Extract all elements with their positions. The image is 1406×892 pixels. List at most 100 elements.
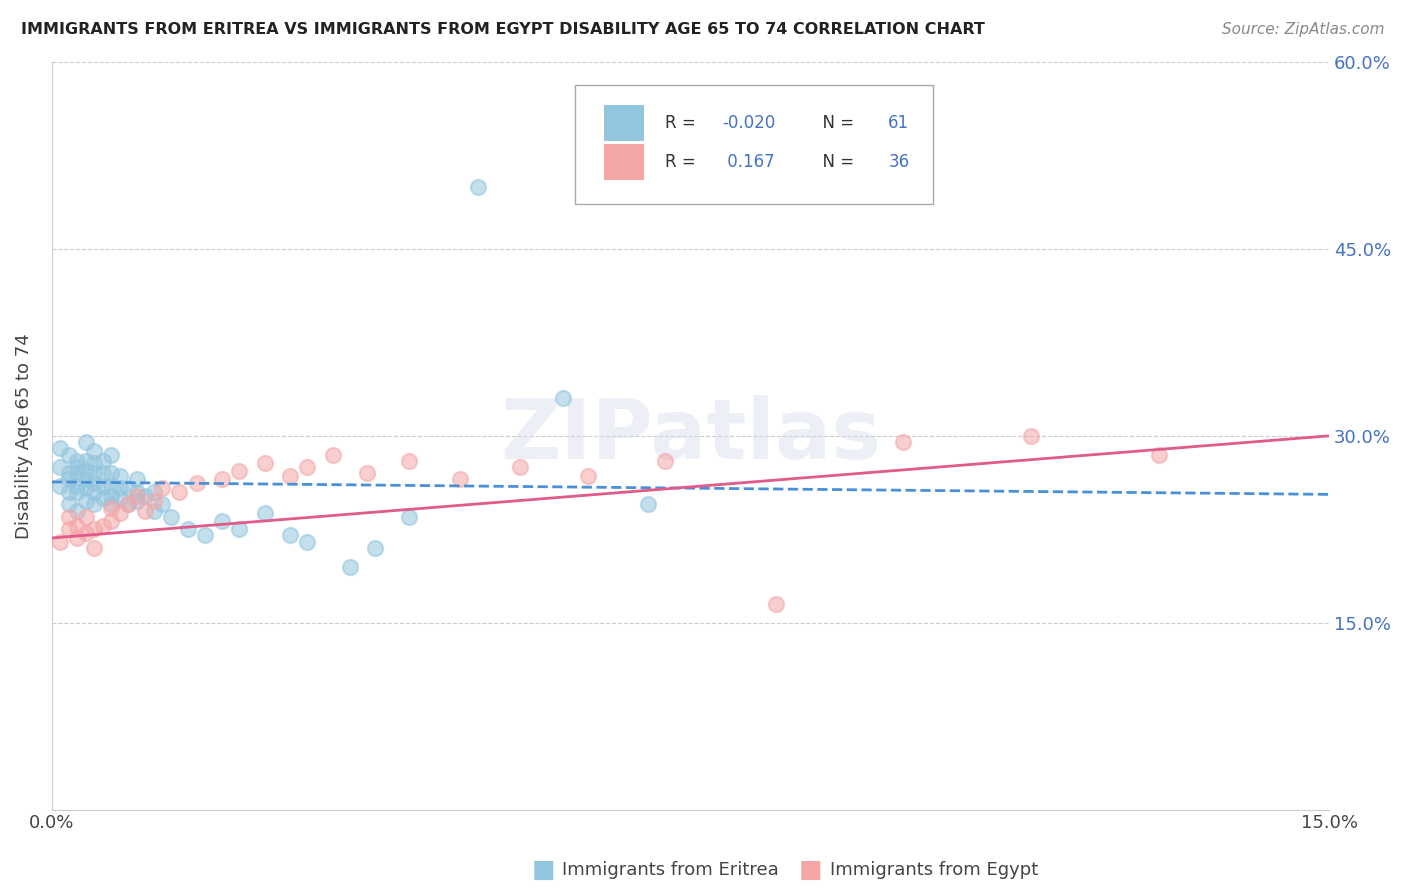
Text: -0.020: -0.020 [723, 113, 776, 132]
Point [211, 514, 233, 528]
Point [228, 464, 250, 478]
Text: 61: 61 [889, 113, 910, 132]
Point [278, 528, 301, 542]
Point [253, 456, 276, 470]
Point [765, 597, 787, 611]
Point [117, 497, 139, 511]
Text: ■: ■ [799, 858, 823, 881]
Point [83, 497, 105, 511]
Point [339, 559, 361, 574]
Text: IMMIGRANTS FROM ERITREA VS IMMIGRANTS FROM EGYPT DISABILITY AGE 65 TO 74 CORRELA: IMMIGRANTS FROM ERITREA VS IMMIGRANTS FR… [21, 22, 986, 37]
Point [100, 478, 122, 492]
Text: R =: R = [665, 153, 700, 171]
Point [125, 484, 148, 499]
Point [83, 484, 105, 499]
Text: ■: ■ [531, 858, 555, 881]
Text: 0.167: 0.167 [723, 153, 775, 171]
Point [398, 454, 420, 468]
Point [83, 476, 105, 491]
Point [75, 526, 97, 541]
Point [186, 476, 208, 491]
Point [177, 522, 200, 536]
Point [278, 468, 301, 483]
Point [117, 497, 139, 511]
Point [398, 509, 420, 524]
Point [75, 454, 97, 468]
Point [66, 531, 89, 545]
Point [169, 484, 191, 499]
Point [58, 472, 80, 486]
Point [58, 484, 80, 499]
Text: Immigrants from Egypt: Immigrants from Egypt [830, 861, 1038, 879]
Point [322, 448, 344, 462]
Point [66, 518, 89, 533]
Text: ZIPatlas: ZIPatlas [501, 395, 882, 476]
Point [125, 472, 148, 486]
Point [100, 497, 122, 511]
Point [66, 454, 89, 468]
Point [228, 522, 250, 536]
Point [75, 464, 97, 478]
Point [91, 518, 114, 533]
Point [49, 442, 72, 456]
Point [160, 509, 183, 524]
Point [108, 468, 131, 483]
Point [91, 478, 114, 492]
Point [253, 506, 276, 520]
Text: N =: N = [811, 113, 859, 132]
Point [58, 509, 80, 524]
Text: Source: ZipAtlas.com: Source: ZipAtlas.com [1222, 22, 1385, 37]
Point [108, 506, 131, 520]
Point [66, 467, 89, 481]
Point [467, 179, 489, 194]
Point [66, 478, 89, 492]
Text: 36: 36 [889, 153, 910, 171]
Point [654, 454, 676, 468]
Text: N =: N = [811, 153, 859, 171]
Point [75, 493, 97, 508]
Point [100, 448, 122, 462]
Point [576, 468, 599, 483]
Point [152, 481, 174, 495]
Point [450, 472, 472, 486]
Point [211, 472, 233, 486]
Y-axis label: Disability Age 65 to 74: Disability Age 65 to 74 [15, 333, 32, 539]
Point [66, 460, 89, 475]
Point [1019, 429, 1042, 443]
Point [75, 481, 97, 495]
Point [100, 467, 122, 481]
Point [194, 528, 217, 542]
Point [134, 503, 156, 517]
Point [91, 467, 114, 481]
Point [49, 478, 72, 492]
Point [100, 514, 122, 528]
Text: R =: R = [665, 113, 700, 132]
Point [91, 454, 114, 468]
FancyBboxPatch shape [575, 85, 934, 204]
Point [509, 460, 531, 475]
FancyBboxPatch shape [603, 145, 644, 180]
Point [58, 448, 80, 462]
Point [364, 541, 387, 555]
Point [152, 497, 174, 511]
Point [91, 491, 114, 505]
Point [125, 493, 148, 508]
Point [134, 489, 156, 503]
Point [66, 484, 89, 499]
Point [83, 443, 105, 458]
Point [66, 503, 89, 517]
Point [58, 467, 80, 481]
Point [75, 509, 97, 524]
Point [83, 541, 105, 555]
Text: Immigrants from Eritrea: Immigrants from Eritrea [562, 861, 779, 879]
Point [1147, 448, 1170, 462]
Point [142, 503, 165, 517]
Point [83, 522, 105, 536]
Point [108, 491, 131, 505]
Point [108, 481, 131, 495]
Point [125, 489, 148, 503]
Point [49, 460, 72, 475]
Point [142, 493, 165, 508]
Point [295, 460, 318, 475]
Point [49, 534, 72, 549]
